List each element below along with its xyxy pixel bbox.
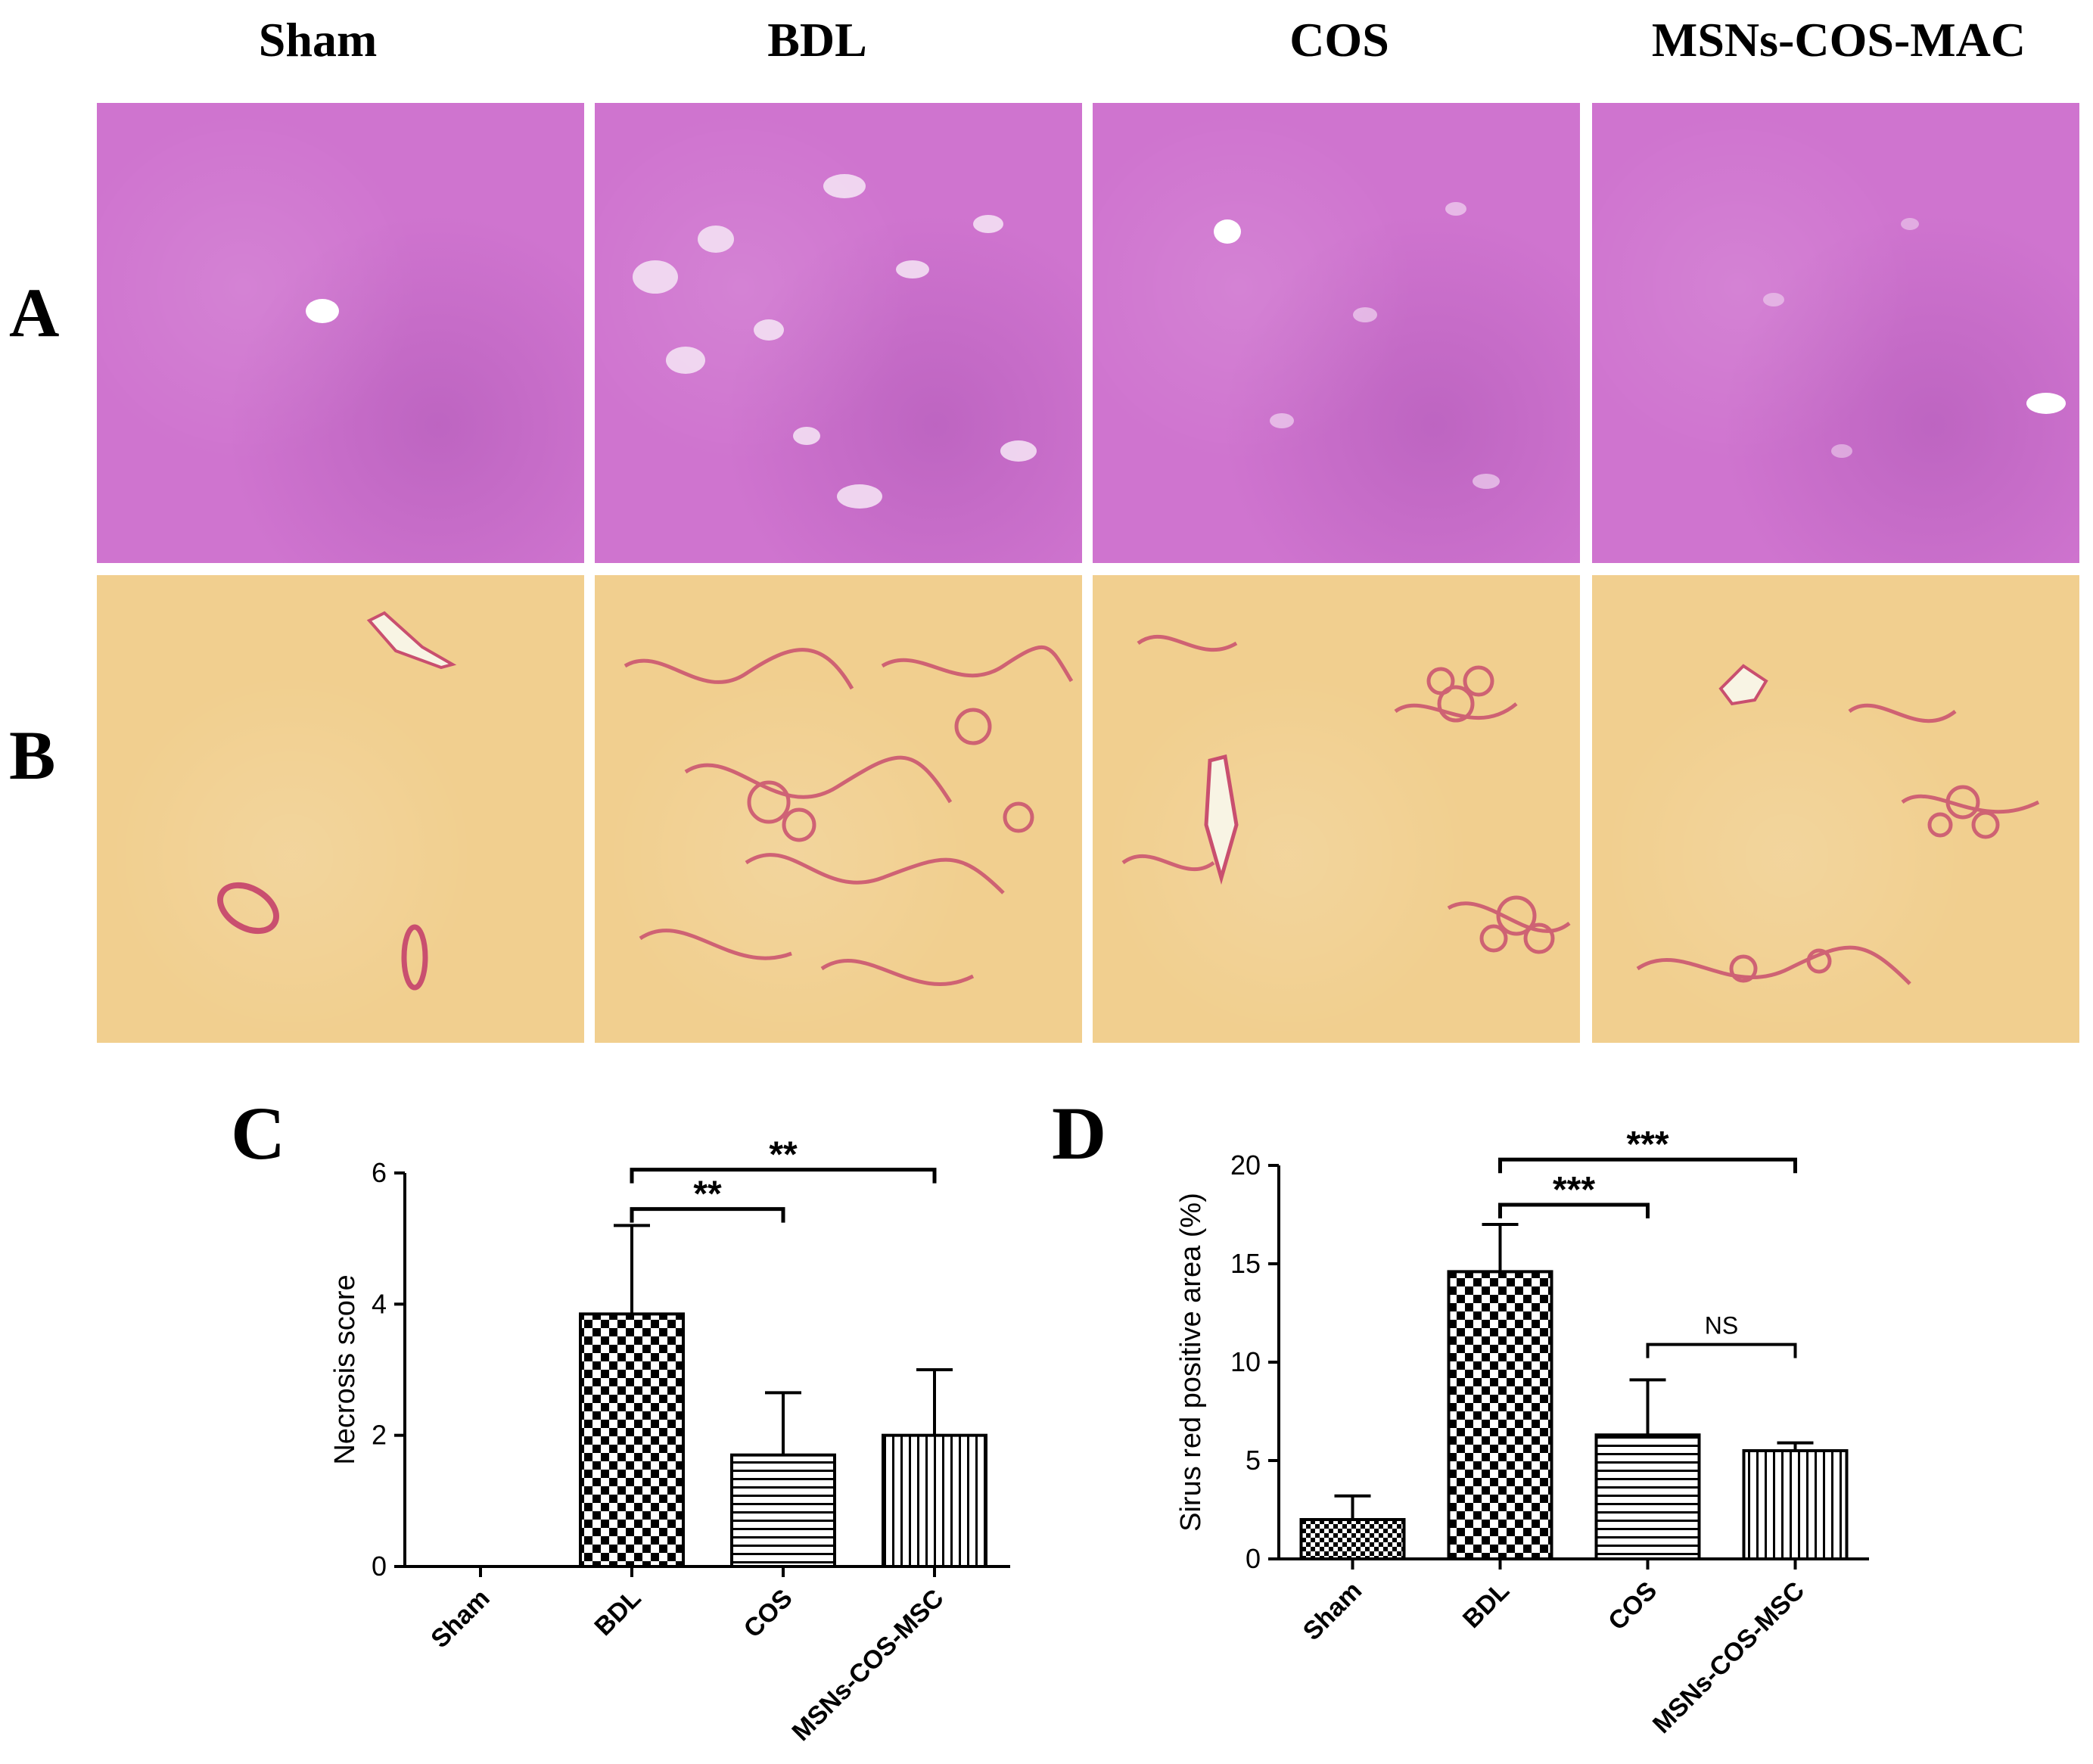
he-image-msns-cos-mac xyxy=(1592,103,2079,563)
sirius-texture-bdl xyxy=(624,645,1074,986)
x-tick-label: Sham xyxy=(1298,1576,1367,1646)
bar xyxy=(1594,1433,1701,1561)
he-texture-sham xyxy=(306,299,339,323)
central-vein xyxy=(1214,219,1241,244)
sirius-image-msns-cos-mac xyxy=(1592,575,2079,1043)
column-header-sham: Sham xyxy=(258,13,378,67)
significance-label: ** xyxy=(693,1174,722,1215)
sirius-image-bdl xyxy=(595,575,1082,1043)
bar xyxy=(1447,1270,1553,1560)
bar xyxy=(579,1312,685,1568)
column-header-msns-cos-mac: MSNs-COS-MAC xyxy=(1651,13,2026,67)
significance-label: *** xyxy=(1553,1170,1595,1210)
sirius-image-sham xyxy=(97,575,584,1043)
significance-label: ** xyxy=(769,1135,798,1175)
y-tick-label: 10 xyxy=(1230,1346,1261,1377)
y-tick-label: 4 xyxy=(372,1288,387,1319)
y-tick-label: 5 xyxy=(1246,1445,1261,1476)
x-tick-label: MSNs-COS-MSC xyxy=(786,1584,949,1747)
y-tick-label: 6 xyxy=(372,1157,387,1188)
bar xyxy=(1742,1449,1849,1560)
significance-bracket xyxy=(1646,1342,1797,1358)
sirius-texture-cos xyxy=(1121,634,1571,954)
column-header-bdl: BDL xyxy=(767,13,867,67)
he-texture-cos xyxy=(1214,202,1500,489)
sirius-texture-msns-cos-mac xyxy=(1636,664,2040,985)
x-tick-label: MSNs-COS-MSC xyxy=(1647,1576,1810,1739)
sirius-red-area-chart: 0 5 10 15 20 Sirus red positive area (%) Sham B… xyxy=(1175,1125,1869,1739)
row-label-a: A xyxy=(9,274,60,351)
significance-label: NS xyxy=(1705,1312,1738,1339)
significance-bracket xyxy=(1498,1157,1797,1174)
he-texture-bdl xyxy=(633,174,1037,509)
significance-bracket xyxy=(630,1207,785,1223)
y-tick-label: 15 xyxy=(1230,1248,1261,1279)
x-tick-label: COS xyxy=(739,1584,798,1644)
central-vein xyxy=(2026,393,2066,414)
significance-bracket xyxy=(1498,1202,1650,1218)
he-image-bdl xyxy=(595,103,1082,563)
column-header-cos: COS xyxy=(1289,13,1389,67)
bar xyxy=(730,1453,836,1568)
central-vein xyxy=(306,299,339,323)
y-tick-label: 0 xyxy=(372,1551,387,1582)
necrosis-score-chart: 0 2 4 6 Necrosis score Sham BDL COSMSNs-COS-MSC… xyxy=(329,1135,1010,1747)
panel-letter-c: C xyxy=(231,1091,286,1175)
significance-label: *** xyxy=(1626,1125,1668,1165)
he-image-sham xyxy=(97,103,584,563)
sirius-image-cos xyxy=(1093,575,1580,1043)
sirius-texture-sham xyxy=(217,611,457,991)
y-tick-label: 2 xyxy=(372,1420,387,1451)
x-tick-label: COS xyxy=(1603,1576,1662,1636)
x-tick-label: BDL xyxy=(589,1584,646,1641)
he-texture-msns-cos-mac xyxy=(1763,218,2066,458)
y-axis-label: Sirus red positive area (%) xyxy=(1175,1193,1207,1532)
y-tick-label: 0 xyxy=(1246,1543,1261,1574)
panel-letter-d: D xyxy=(1052,1091,1107,1175)
y-tick-label: 20 xyxy=(1230,1150,1261,1181)
x-tick-label: Sham xyxy=(425,1584,495,1654)
row-label-b: B xyxy=(9,717,56,794)
bar xyxy=(1299,1518,1406,1560)
x-tick-label: BDL xyxy=(1457,1576,1515,1634)
he-image-cos xyxy=(1093,103,1580,563)
y-axis-label: Necrosis score xyxy=(329,1274,361,1464)
significance-bracket xyxy=(630,1168,937,1184)
bar xyxy=(882,1433,987,1568)
